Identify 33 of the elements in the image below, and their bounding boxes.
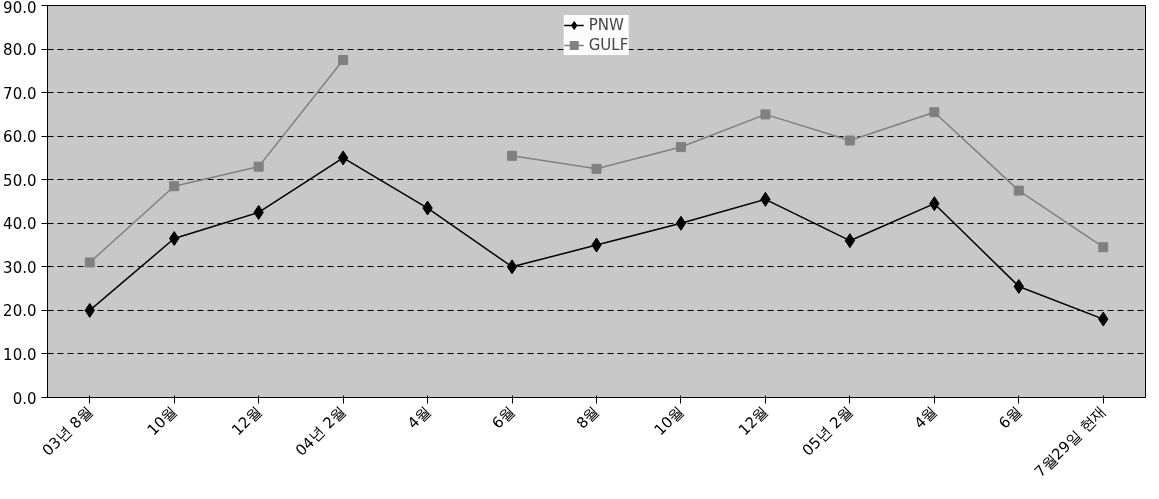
point (169, 181, 180, 192)
point (507, 150, 518, 161)
point (675, 142, 686, 153)
point (1013, 185, 1024, 196)
point (844, 233, 856, 249)
y-tick-label: 90.0 (3, 0, 37, 17)
x-tick-label: 6월 (995, 402, 1026, 433)
point (253, 161, 264, 172)
y-tick-label: 0.0 (12, 389, 37, 408)
y-tick-label: 20.0 (3, 302, 37, 321)
point (84, 257, 95, 268)
y-tick-label: 80.0 (3, 41, 37, 60)
y-tick-label: 70.0 (3, 84, 37, 103)
legend-label: PNW (588, 16, 624, 34)
y-tick-label: 50.0 (3, 171, 37, 190)
point (591, 163, 602, 174)
point (1098, 242, 1109, 253)
x-tick-label: 4월 (910, 402, 941, 433)
point (675, 215, 687, 231)
y-tick-label: 10.0 (3, 345, 37, 364)
y-tick-label: 60.0 (3, 128, 37, 147)
x-tick-label: 8월 (572, 402, 603, 433)
point (337, 150, 349, 166)
y-tick-label: 30.0 (3, 258, 37, 277)
x-tick-label: 6월 (488, 402, 519, 433)
point (506, 259, 518, 275)
point (929, 107, 940, 118)
point (338, 54, 349, 65)
point (844, 135, 855, 146)
x-tick-label: 4월 (403, 402, 434, 433)
point (760, 109, 771, 120)
y-tick-label: 40.0 (3, 215, 37, 234)
legend-label: GULF (588, 36, 629, 54)
